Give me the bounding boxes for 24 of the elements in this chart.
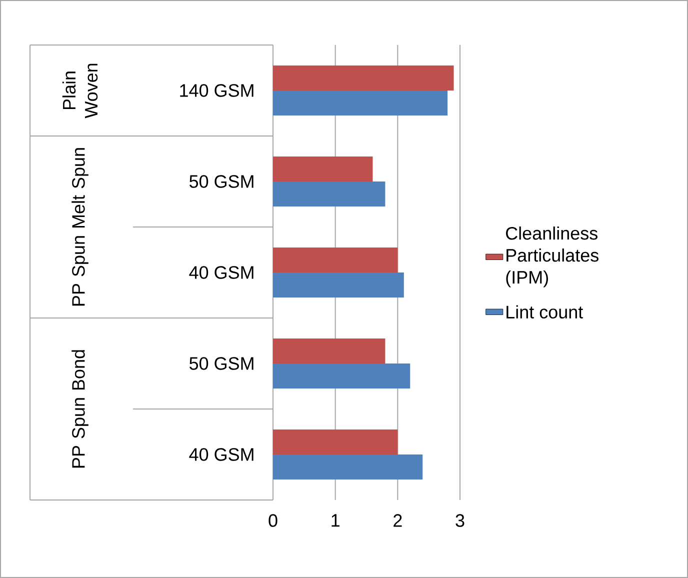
bar	[273, 272, 404, 298]
text: PP Spun Melt Spun	[72, 148, 88, 306]
y-tick-label: 40 GSM	[189, 448, 254, 461]
bar	[273, 66, 454, 91]
y-tick-label: 140 GSM	[180, 84, 254, 97]
text: PP Spun Bond	[72, 350, 88, 468]
x-tick-label: 2	[394, 514, 402, 527]
text: Plain Woven	[62, 64, 98, 118]
y-tick-label: 40 GSM	[189, 266, 254, 279]
bar	[273, 90, 448, 116]
legend-label: Cleanliness Particulates (IPM)	[506, 226, 598, 288]
bar	[273, 363, 410, 388]
bar	[273, 248, 398, 272]
bar	[273, 182, 386, 206]
x-tick-label: 0	[268, 514, 278, 527]
legend-label: Lint count	[506, 305, 584, 318]
x-tick-label: 3	[456, 514, 464, 527]
bar	[273, 338, 386, 364]
bar	[273, 454, 423, 480]
x-tick-label: 1	[332, 514, 340, 527]
bar	[273, 156, 373, 182]
y-tick-label: 50 GSM	[190, 175, 254, 188]
y-tick-label: 50 GSM	[190, 357, 254, 370]
bar	[273, 429, 398, 454]
